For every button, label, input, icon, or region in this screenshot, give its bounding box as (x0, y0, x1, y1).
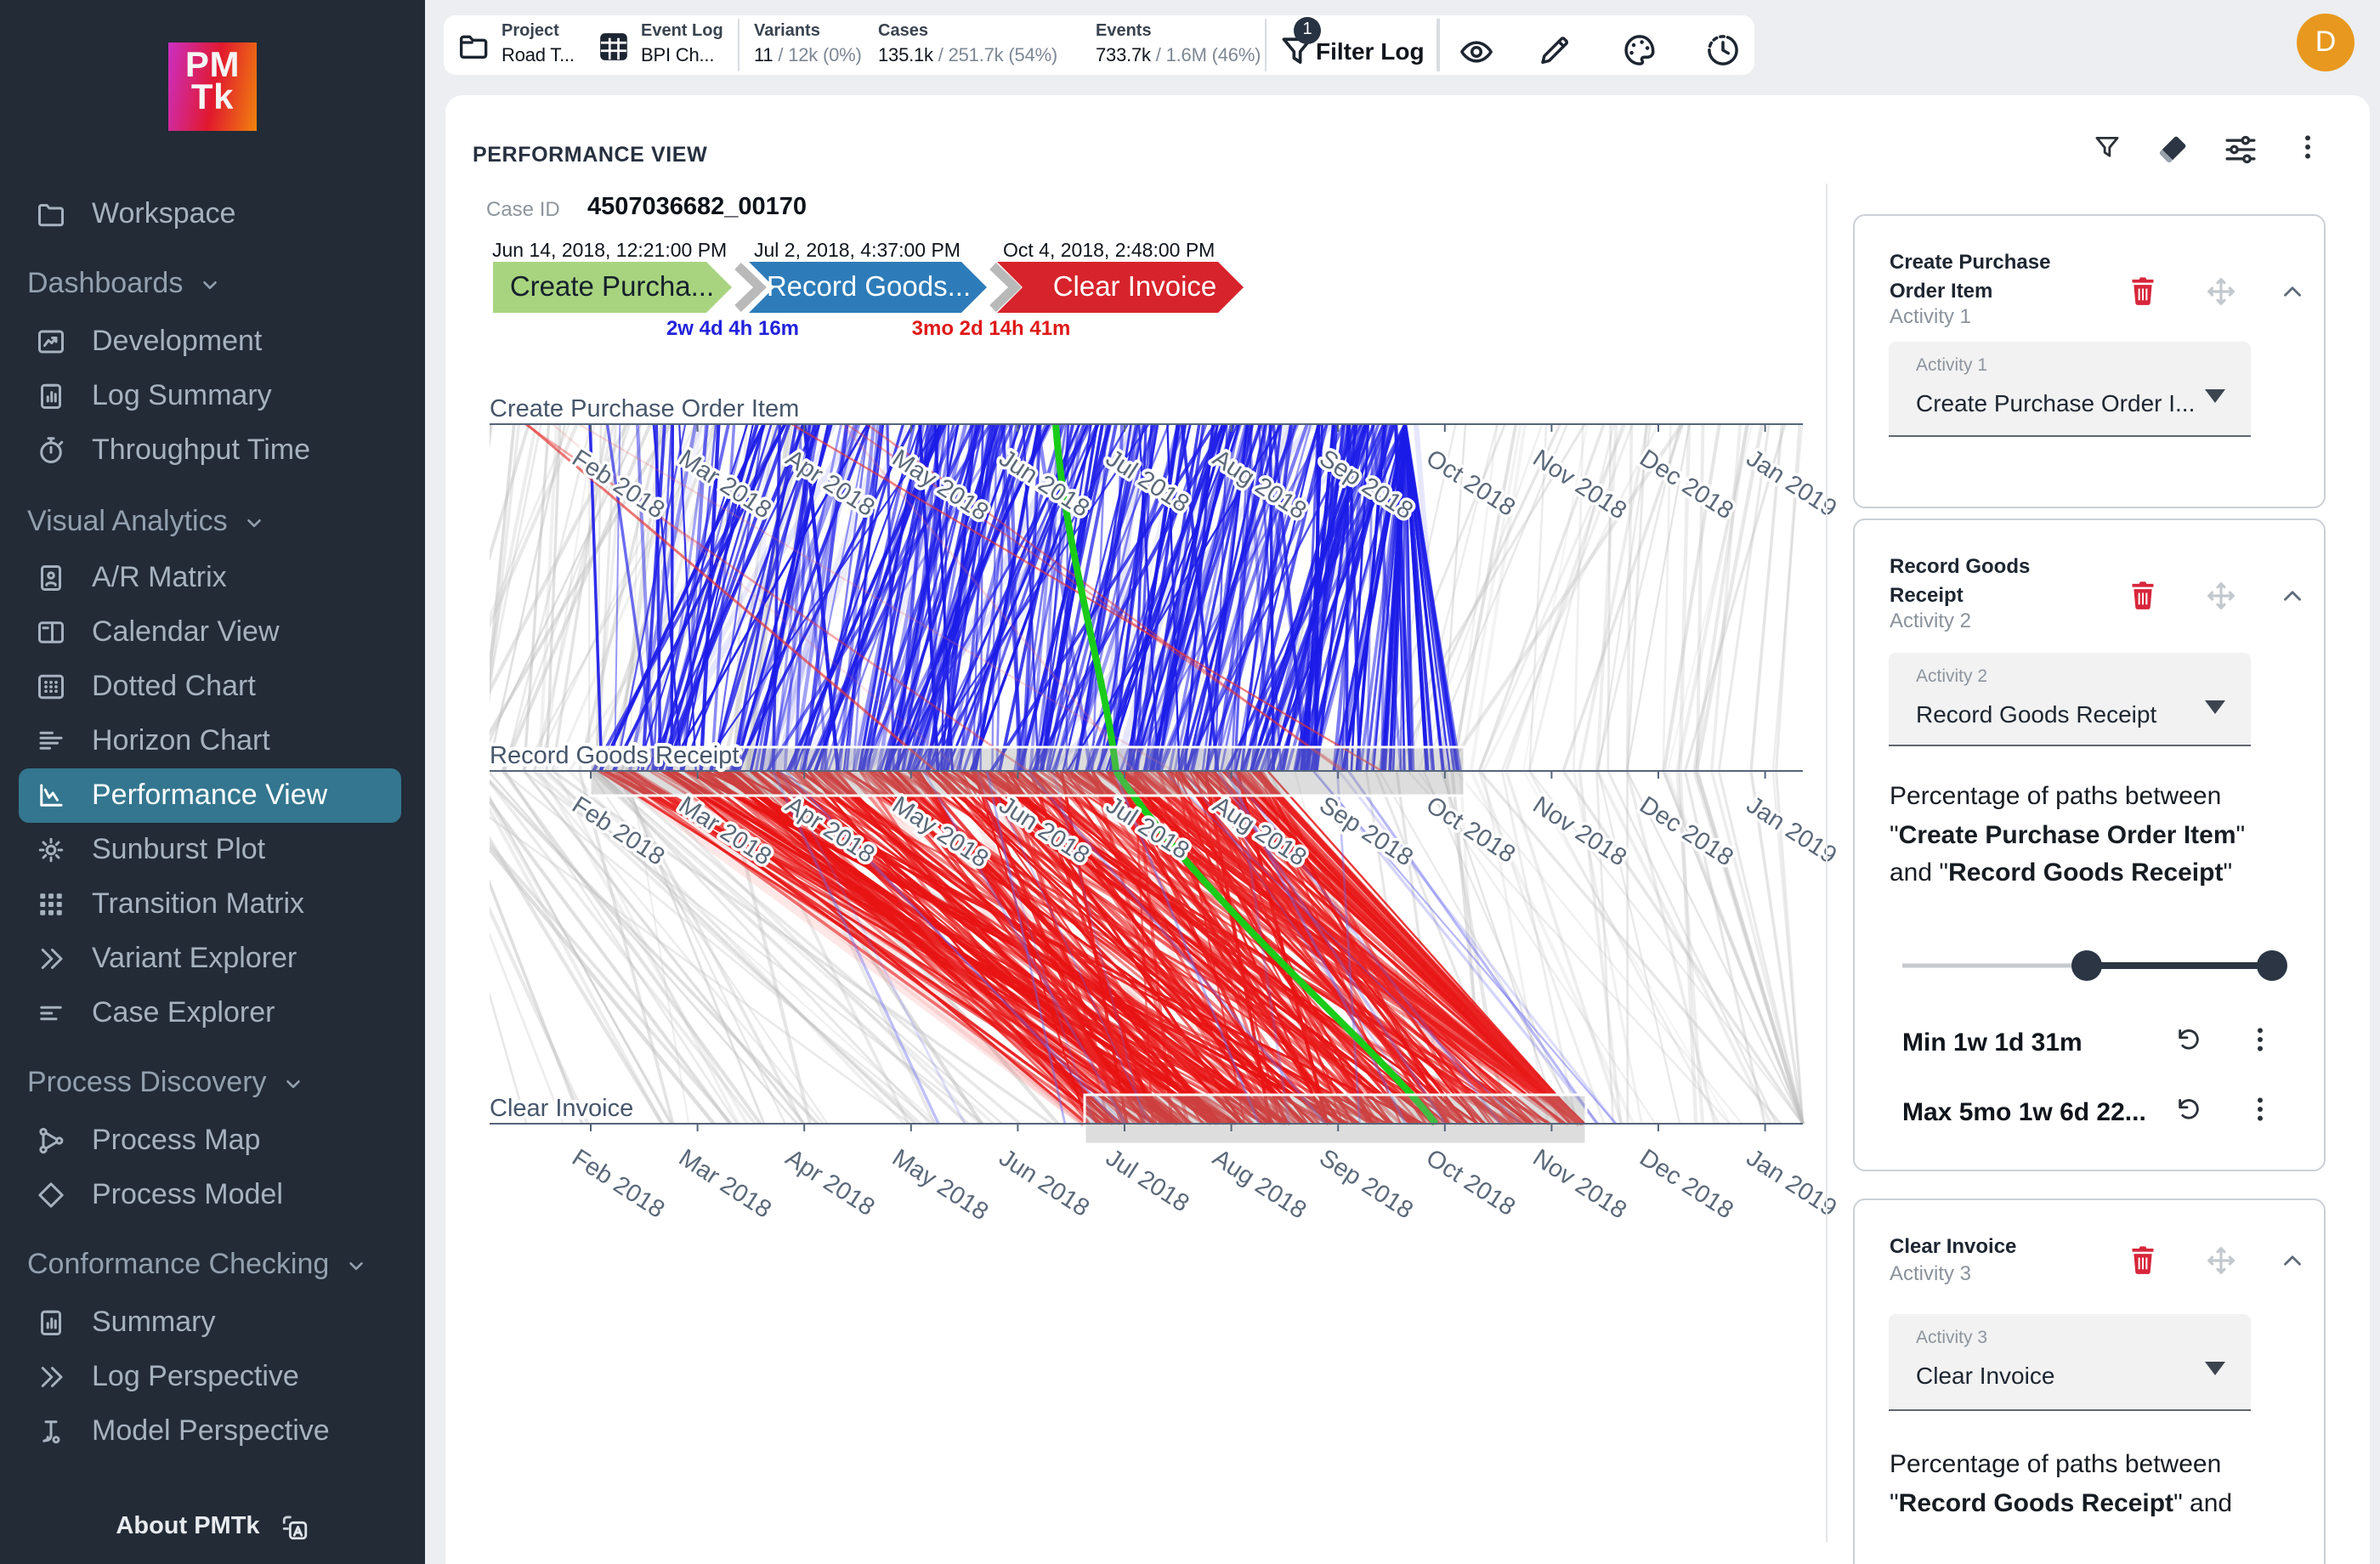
svg-text:Jun 2018: Jun 2018 (994, 1144, 1094, 1222)
svg-text:Create Purchase Order Item: Create Purchase Order Item (489, 395, 798, 422)
svg-text:Apr 2018: Apr 2018 (779, 1144, 878, 1221)
svg-text:May 2018: May 2018 (887, 1144, 992, 1226)
svg-text:Mar 2018: Mar 2018 (673, 1144, 775, 1224)
svg-text:Jan 2019: Jan 2019 (1741, 1144, 1835, 1222)
svg-text:Sep 2018: Sep 2018 (1313, 1144, 1417, 1224)
svg-text:Clear Invoice: Clear Invoice (489, 1095, 632, 1122)
svg-text:Aug 2018: Aug 2018 (1207, 1144, 1311, 1224)
svg-text:Jul 2018: Jul 2018 (1100, 1144, 1193, 1218)
svg-text:Dec 2018: Dec 2018 (1634, 1144, 1737, 1224)
svg-text:Nov 2018: Nov 2018 (1527, 1144, 1631, 1224)
svg-text:Record Goods Receipt: Record Goods Receipt (489, 742, 738, 769)
svg-text:Feb 2018: Feb 2018 (566, 1144, 668, 1224)
svg-text:Jan 2019: Jan 2019 (1741, 791, 1835, 870)
svg-text:Oct 2018: Oct 2018 (1420, 1144, 1519, 1221)
